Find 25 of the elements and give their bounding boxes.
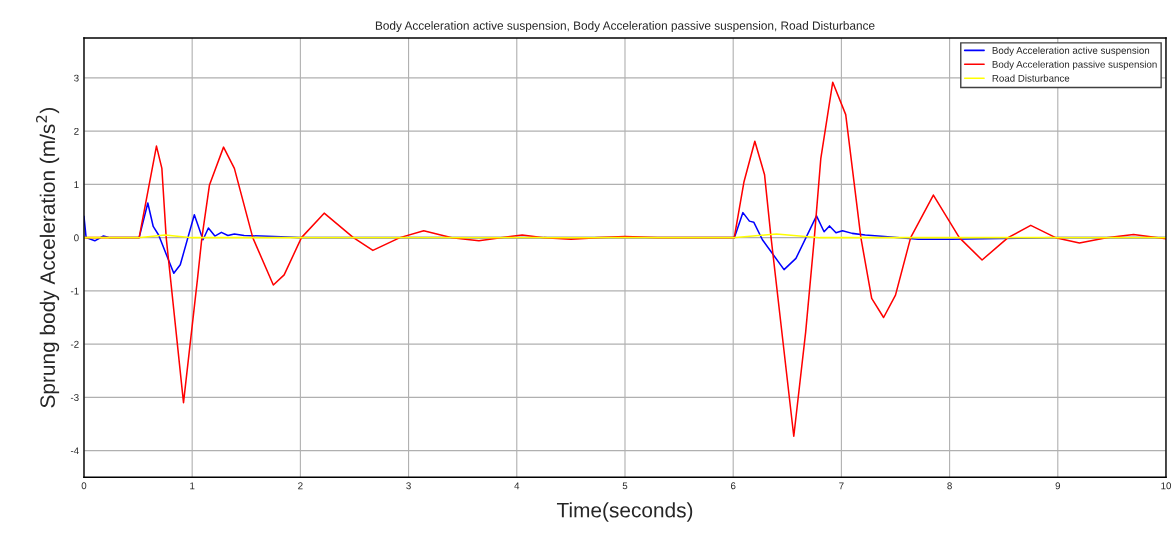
x-tick-label: 3 xyxy=(406,482,411,490)
y-axis-title: Sprung body Acceleration (m/s$^{2}$) xyxy=(36,107,60,408)
x-tick-label: 8 xyxy=(947,482,952,490)
legend-label: Body Acceleration passive suspension xyxy=(992,60,1157,70)
y-tick-label: 3 xyxy=(74,74,79,82)
x-tick-label: 9 xyxy=(1055,482,1061,490)
y-tick-label: 2 xyxy=(74,127,79,135)
legend-label: Body Acceleration active suspension xyxy=(992,46,1150,56)
x-tick-label: 5 xyxy=(622,482,628,490)
y-tick-label: -3 xyxy=(70,394,79,401)
y-tick-label: 0 xyxy=(74,234,79,242)
x-axis-title: Time(seconds) xyxy=(556,502,693,522)
x-tick-label: 6 xyxy=(730,482,736,490)
y-tick-label: -1 xyxy=(70,287,79,295)
x-tick-label: 7 xyxy=(839,482,844,490)
x-tick-label: 2 xyxy=(298,482,303,490)
x-tick-label: 1 xyxy=(190,482,195,490)
x-tick-label: 10 xyxy=(1161,482,1172,490)
legend-label: Road Disturbance xyxy=(992,74,1070,82)
y-tick-label: -4 xyxy=(70,447,79,455)
y-tick-label: -2 xyxy=(70,340,79,348)
y-tick-label: 1 xyxy=(74,181,79,188)
x-tick-label: 4 xyxy=(514,482,520,490)
x-tick-label: 0 xyxy=(81,482,87,490)
chart-title: Body Acceleration active suspension, Body Acceleration passive suspension, Road Disturbance xyxy=(375,21,875,33)
